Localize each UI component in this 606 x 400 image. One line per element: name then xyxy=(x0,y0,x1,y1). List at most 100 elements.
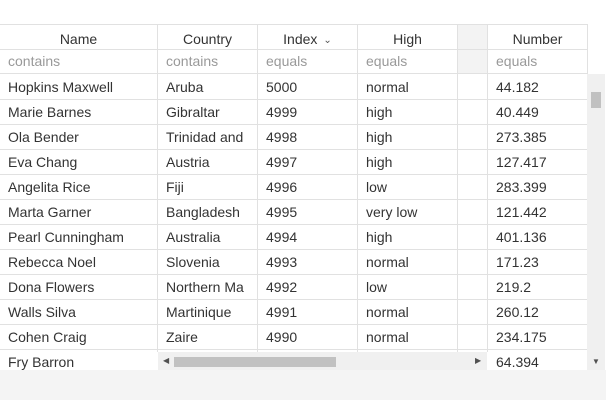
cell-high: very low xyxy=(366,204,418,220)
row-divider xyxy=(0,249,587,250)
triangle-right-icon[interactable]: ▶ xyxy=(475,356,482,365)
cell-index: 4997 xyxy=(266,154,298,170)
vertical-scroll-thumb[interactable] xyxy=(591,92,601,108)
row-divider xyxy=(0,324,587,325)
cell-number: 234.175 xyxy=(496,329,547,345)
column-divider xyxy=(487,24,488,352)
cell-high: high xyxy=(366,129,393,145)
cell-high: normal xyxy=(366,79,409,95)
column-header-name[interactable]: Name xyxy=(0,24,157,50)
row-divider xyxy=(0,149,587,150)
row-divider xyxy=(0,199,587,200)
column-divider xyxy=(257,24,258,352)
header-divider xyxy=(0,73,587,74)
cell-name: Dona Flowers xyxy=(8,279,95,295)
horizontal-scrollbar[interactable]: ◀ ▶ xyxy=(158,352,487,370)
grid-footer xyxy=(0,370,606,400)
horizontal-scroll-thumb[interactable] xyxy=(174,357,336,367)
triangle-left-icon[interactable]: ◀ xyxy=(163,356,170,365)
cell-name: Hopkins Maxwell xyxy=(8,79,114,95)
cell-index: 4998 xyxy=(266,129,298,145)
filter-input-number[interactable]: equals xyxy=(496,53,538,69)
vertical-scrollbar[interactable]: ▼ xyxy=(587,74,605,370)
column-title: Number xyxy=(512,31,563,47)
header-background xyxy=(0,24,587,49)
row-divider xyxy=(0,124,587,125)
filter-input-country[interactable]: contains xyxy=(166,53,219,69)
chevron-down-icon[interactable]: ⌄ xyxy=(323,35,332,46)
cell-index: 4995 xyxy=(266,204,298,220)
column-header-high[interactable]: High xyxy=(358,24,457,50)
row-divider xyxy=(0,174,587,175)
column-title: Index xyxy=(283,31,318,47)
cell-number: 283.399 xyxy=(496,179,547,195)
header-gap xyxy=(457,24,487,73)
cell-number: 121.442 xyxy=(496,204,547,220)
cell-country: Zaire xyxy=(166,329,198,345)
column-title: Country xyxy=(182,31,233,47)
body-gap xyxy=(457,74,487,350)
column-divider xyxy=(157,24,158,352)
column-title: High xyxy=(393,31,422,47)
row-divider xyxy=(0,299,587,300)
cell-number: 44.182 xyxy=(496,79,539,95)
cell-name: Ola Bender xyxy=(8,129,79,145)
cell-number: 64.394 xyxy=(496,354,539,370)
cell-name: Rebecca Noel xyxy=(8,254,96,270)
cell-index: 5000 xyxy=(266,79,298,95)
cell-high: normal xyxy=(366,304,409,320)
row-divider xyxy=(0,224,587,225)
column-header-country[interactable]: Country xyxy=(158,24,257,50)
cell-high: high xyxy=(366,104,393,120)
cell-country: Gibraltar xyxy=(166,104,220,120)
cell-index: 4993 xyxy=(266,254,298,270)
header-divider xyxy=(0,49,587,50)
cell-number: 260.12 xyxy=(496,304,539,320)
cell-country: Slovenia xyxy=(166,254,220,270)
cell-number: 127.417 xyxy=(496,154,547,170)
cell-country: Fiji xyxy=(166,179,184,195)
cell-country: Trinidad and xyxy=(166,129,244,145)
cell-name: Cohen Craig xyxy=(8,329,87,345)
filter-input-high[interactable]: equals xyxy=(366,53,408,69)
cell-number: 40.449 xyxy=(496,104,539,120)
cell-high: low xyxy=(366,279,388,295)
cell-country: Austria xyxy=(166,154,210,170)
cell-high: normal xyxy=(366,329,409,345)
cell-index: 4999 xyxy=(266,104,298,120)
column-title: Name xyxy=(59,31,98,47)
cell-name: Angelita Rice xyxy=(8,179,91,195)
cell-country: Aruba xyxy=(166,79,204,95)
cell-name: Walls Silva xyxy=(8,304,76,320)
cell-country: Bangladesh xyxy=(166,204,240,220)
cell-number: 273.385 xyxy=(496,129,547,145)
header-divider xyxy=(0,24,587,25)
cell-number: 171.23 xyxy=(496,254,539,270)
cell-country: Northern Ma xyxy=(166,279,244,295)
cell-index: 4990 xyxy=(266,329,298,345)
filter-input-name[interactable]: contains xyxy=(8,53,61,69)
cell-index: 4991 xyxy=(266,304,298,320)
cell-number: 219.2 xyxy=(496,279,532,295)
cell-index: 4996 xyxy=(266,179,298,195)
column-header-index[interactable]: Index ⌄ xyxy=(258,24,357,50)
column-divider xyxy=(457,24,458,352)
triangle-down-icon[interactable]: ▼ xyxy=(592,357,600,366)
cell-high: low xyxy=(366,179,388,195)
row-divider xyxy=(0,99,587,100)
row-divider xyxy=(0,274,587,275)
column-header-number[interactable]: Number xyxy=(488,24,587,50)
cell-name: Marie Barnes xyxy=(8,104,92,120)
cell-index: 4994 xyxy=(266,229,298,245)
cell-high: normal xyxy=(366,254,409,270)
cell-name: Fry Barron xyxy=(8,354,75,370)
cell-number: 401.136 xyxy=(496,229,547,245)
filter-input-index[interactable]: equals xyxy=(266,53,308,69)
cell-index: 4992 xyxy=(266,279,298,295)
cell-country: Australia xyxy=(166,229,221,245)
cell-high: high xyxy=(366,229,393,245)
column-divider xyxy=(357,24,358,352)
cell-name: Marta Garner xyxy=(8,204,92,220)
cell-name: Eva Chang xyxy=(8,154,78,170)
